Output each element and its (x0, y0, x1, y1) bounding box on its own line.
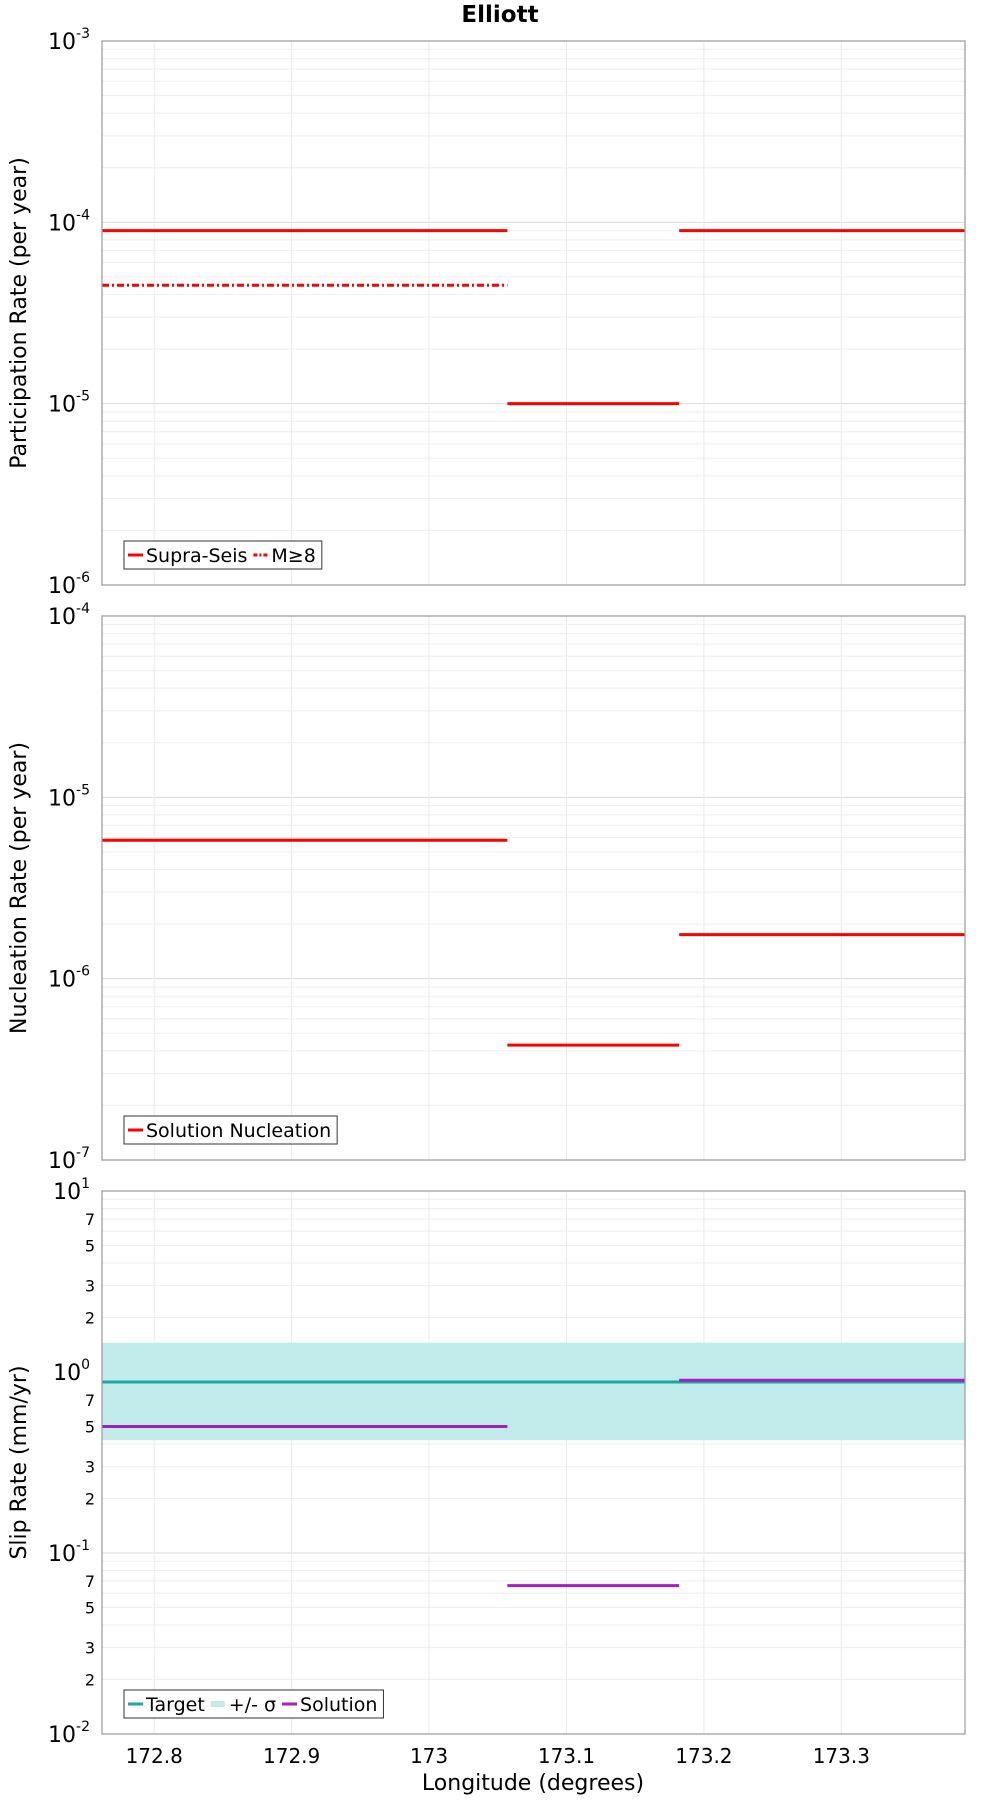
panel-participation: 10-6 10-5 10-4 10-3 Participation Rate (per … (7, 26, 966, 599)
legend-box (123, 1689, 384, 1719)
legend-label: M≥8 (271, 545, 315, 567)
y-tick-label: 10-4 (48, 207, 90, 236)
y-minor-tick-label: 5 (85, 1598, 95, 1617)
legend-box (123, 540, 323, 570)
legend-label: Target (145, 1694, 205, 1716)
legend-label: +/- σ (229, 1694, 276, 1716)
panel-slip: 10-2 10-1 100 101 2 3 5 7 2 3 5 7 2 3 5 7 Slip Rate (mm/… (7, 1176, 966, 1748)
y-minor-tick-label: 3 (85, 1639, 95, 1658)
y-axis-label: Slip Rate (mm/yr) (7, 1365, 32, 1559)
y-tick-label: 10-1 (48, 1538, 90, 1567)
y-minor-tick-label: 2 (85, 1490, 95, 1509)
legend-item: +/- σ (210, 1694, 276, 1716)
y-minor-tick-label: 7 (85, 1572, 95, 1591)
y-tick-label: 10-6 (48, 570, 90, 599)
x-tick-label: 173 (410, 1744, 448, 1768)
x-tick-label: 173.1 (538, 1744, 595, 1768)
legend-box (123, 1115, 338, 1145)
legend: Solution Nucleation (123, 1115, 338, 1145)
y-tick-label: 10-5 (48, 782, 90, 811)
y-tick-label: 10-5 (48, 389, 90, 418)
y-minor-tick-label: 5 (85, 1417, 95, 1436)
series-supra-seis (102, 229, 965, 406)
y-tick-label: 101 (53, 1176, 90, 1205)
plot-frame (101, 615, 966, 1161)
y-tick-label: 100 (53, 1357, 90, 1386)
plot-area (102, 616, 965, 1160)
plot-frame (101, 1190, 966, 1735)
sigma-band (102, 1342, 965, 1441)
series-solution (102, 1378, 965, 1588)
gridlines (102, 616, 965, 1161)
y-tick-label: 10-6 (48, 964, 90, 993)
y-minor-tick-label: 7 (85, 1391, 95, 1410)
x-tick-label: 172.9 (263, 1744, 320, 1768)
legend: Target +/- σ Solution (123, 1689, 384, 1719)
x-axis-label: Longitude (degrees) (422, 1771, 644, 1796)
chart-title: Elliott (461, 2, 538, 28)
y-tick-label: 10-3 (48, 26, 90, 55)
series-solution-nucleation (102, 838, 965, 1047)
plot-frame (101, 40, 966, 586)
gridlines (102, 41, 965, 586)
y-minor-tick-label: 3 (85, 1277, 95, 1296)
legend-item: Supra-Seis (128, 545, 247, 567)
x-tick-label: 173.2 (675, 1744, 732, 1768)
legend-label: Solution Nucleation (146, 1120, 331, 1142)
x-tick-label: 173.3 (813, 1744, 870, 1768)
y-axis-label: Nucleation Rate (per year) (7, 742, 32, 1034)
plot-area (102, 41, 965, 585)
legend-label: Supra-Seis (146, 545, 247, 567)
y-tick-label: 10-7 (48, 1145, 90, 1174)
y-minor-tick-label: 2 (85, 1671, 95, 1690)
y-minor-tick-label: 7 (85, 1210, 95, 1229)
y-minor-tick-label: 2 (85, 1309, 95, 1328)
legend-item: Target (128, 1694, 205, 1716)
y-minor-tick-label: 3 (85, 1458, 95, 1477)
legend-swatch (210, 1701, 225, 1707)
legend-item: Solution (282, 1694, 377, 1716)
y-axis-label: Participation Rate (per year) (7, 157, 32, 469)
y-minor-tick-label: 5 (85, 1236, 95, 1255)
x-axis: 172.8 172.9 173 173.1 173.2 173.3 (126, 1744, 870, 1768)
legend-item: M≥8 (253, 545, 316, 567)
x-tick-label: 172.8 (126, 1744, 183, 1768)
panel-nucleation: 10-7 10-6 10-5 10-4 Nucleation Rate (per yea… (7, 601, 966, 1174)
legend-label: Solution (300, 1694, 377, 1716)
y-tick-label: 10-4 (48, 601, 90, 630)
legend: Supra-Seis M≥8 (123, 540, 323, 570)
panels: 10-6 10-5 10-4 10-3 Participation Rate (per … (7, 26, 966, 1748)
plot-area (102, 1191, 965, 1734)
y-tick-label: 10-2 (48, 1719, 90, 1748)
legend-item: Solution Nucleation (128, 1120, 331, 1142)
